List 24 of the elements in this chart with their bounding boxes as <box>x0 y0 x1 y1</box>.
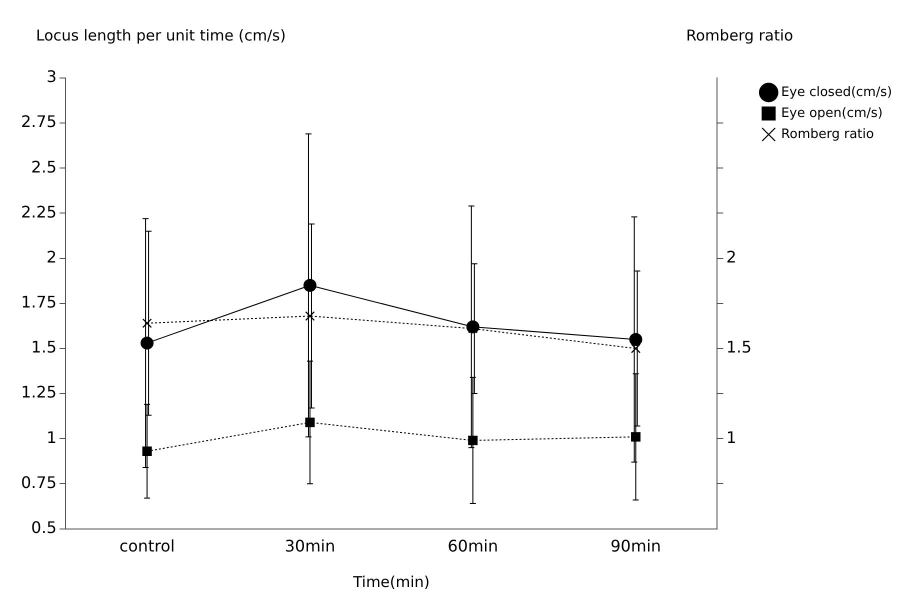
legend-label: Eye open(cm/s) <box>781 106 883 121</box>
y2-tick-label: 1.5 <box>726 338 752 357</box>
y2-axis-title: Romberg ratio <box>686 26 794 44</box>
x-axis-title: Time(min) <box>352 572 430 591</box>
x-tick-label: 30min <box>284 536 336 556</box>
y-tick-label: 2.25 <box>21 202 57 222</box>
y2-tick-label: 1 <box>726 428 736 447</box>
y-tick-label: 3 <box>46 67 57 86</box>
y-tick-label: 0.5 <box>31 518 57 537</box>
y-tick-label: 1.75 <box>21 292 57 312</box>
y-tick-label: 2 <box>46 247 57 266</box>
y-axis-title: Locus length per unit time (cm/s) <box>36 26 286 44</box>
y-tick-label: 0.75 <box>21 472 57 492</box>
x-tick-label: control <box>119 536 175 556</box>
legend-label: Eye closed(cm/s) <box>781 84 892 100</box>
y-tick-label: 1.5 <box>31 338 57 357</box>
y-tick-label: 2.5 <box>31 157 57 176</box>
y-tick-label: 1.25 <box>21 382 57 402</box>
x-tick-label: 60min <box>448 536 498 556</box>
y-tick-label: 1 <box>46 428 57 447</box>
x-tick-label: 90min <box>610 536 662 556</box>
y-tick-label: 2.75 <box>21 112 57 132</box>
legend-label: Romberg ratio <box>781 126 874 142</box>
y2-tick-label: 2 <box>726 247 736 266</box>
